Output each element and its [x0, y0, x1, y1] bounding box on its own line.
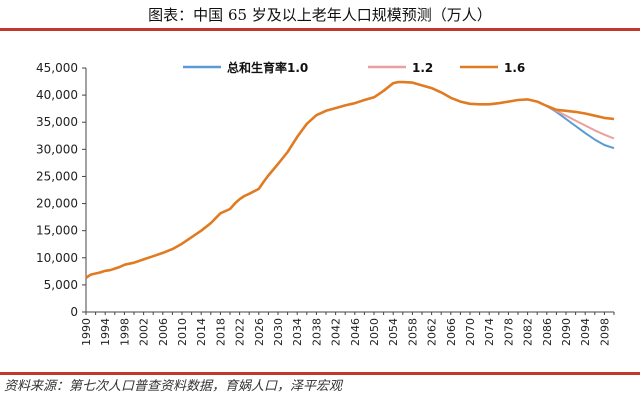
x-tick-label: 2018 — [214, 318, 227, 346]
x-tick-label: 2050 — [368, 318, 381, 346]
x-tick-label: 1994 — [99, 318, 112, 346]
x-tick-label: 1998 — [118, 318, 131, 346]
x-tick-label: 2074 — [483, 318, 496, 346]
legend: 总和生育率1.0 1.2 1.6 — [183, 60, 525, 75]
x-tick-label: 2002 — [138, 318, 151, 346]
y-tick-label: 5,000 — [44, 278, 78, 292]
x-tick-label: 2086 — [541, 318, 554, 346]
x-tick-label: 2030 — [272, 318, 285, 346]
y-tick-label: 15,000 — [36, 224, 78, 238]
x-tick-label: 2058 — [406, 318, 419, 346]
x-tick-label: 2066 — [445, 318, 458, 346]
y-tick-label: 40,000 — [36, 88, 78, 102]
series-line-3 — [85, 80, 615, 279]
x-tick-label: 2078 — [502, 318, 515, 346]
x-tick-label: 2098 — [598, 318, 611, 346]
x-tick-label: 2046 — [349, 318, 362, 346]
x-tick-label: 2070 — [464, 318, 477, 346]
x-tick-label: 2042 — [330, 318, 343, 346]
line-chart: 0 5,000 10,000 15,000 20,000 25,000 30,000 35,0… — [36, 60, 615, 346]
y-tick-label: 10,000 — [36, 251, 78, 265]
x-tick-label: 2006 — [157, 318, 170, 346]
source-note: 资料来源：第七次人口普查资料数据，育娲人口，泽平宏观 — [4, 379, 343, 394]
title-divider — [0, 28, 640, 31]
x-tick-label: 2014 — [195, 318, 208, 346]
y-tick-label: 30,000 — [36, 142, 78, 156]
footer-divider — [0, 372, 640, 375]
y-tick-label: 25,000 — [36, 169, 78, 183]
y-tick-label: 0 — [70, 305, 78, 319]
legend-label-1: 总和生育率1.0 — [227, 60, 308, 75]
x-tick-label: 1990 — [80, 318, 93, 346]
legend-label-3: 1.6 — [504, 61, 525, 75]
series-line-2 — [546, 105, 615, 140]
series-line-1 — [546, 105, 615, 150]
y-tick-label: 20,000 — [36, 197, 78, 211]
x-tick-label: 2022 — [234, 318, 247, 346]
x-tick-label: 2034 — [291, 318, 304, 346]
legend-label-2: 1.2 — [412, 61, 433, 75]
x-tick-label: 2054 — [387, 318, 400, 346]
x-tick-label: 2094 — [579, 318, 592, 346]
x-tick-label: 2010 — [176, 318, 189, 346]
x-axis: 1990 1994 1998 2002 2006 2010 2014 2018 2022 2026… — [80, 311, 615, 346]
y-axis: 0 5,000 10,000 15,000 20,000 25,000 30,000 35,0… — [36, 61, 87, 319]
x-tick-label: 2038 — [310, 318, 323, 346]
x-tick-label: 2026 — [253, 318, 266, 346]
x-tick-label: 2062 — [426, 318, 439, 346]
chart-title: 图表：中国 65 岁及以上老年人口规模预测（万人） — [148, 6, 492, 24]
y-tick-label: 45,000 — [36, 61, 78, 75]
x-tick-label: 2082 — [522, 318, 535, 346]
x-tick-label: 2090 — [560, 318, 573, 346]
y-tick-label: 35,000 — [36, 115, 78, 129]
series-lines — [85, 80, 615, 279]
